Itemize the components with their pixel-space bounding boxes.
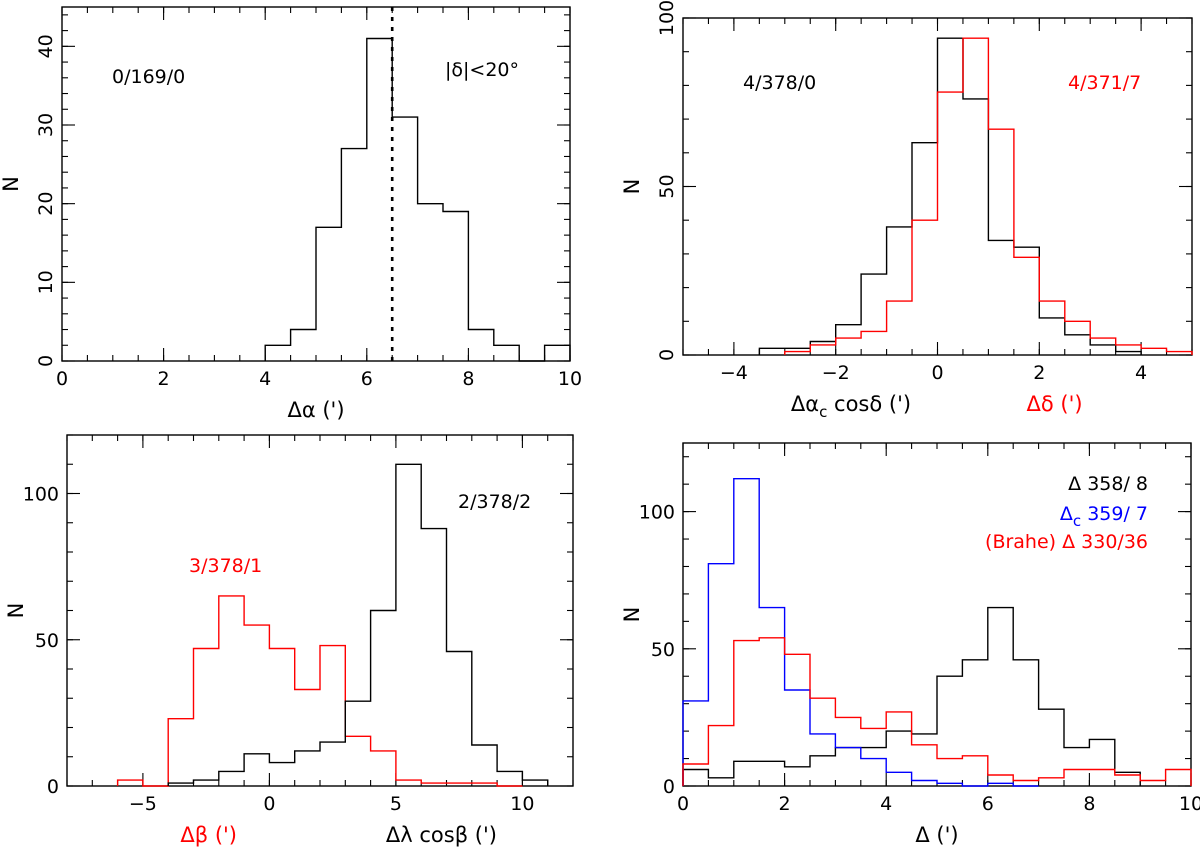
x-tick-label: 2 bbox=[158, 368, 170, 390]
x-tick-label: 8 bbox=[462, 368, 474, 390]
x-tick-label: −2 bbox=[822, 362, 850, 384]
y-tick-label: 10 bbox=[35, 270, 57, 294]
y-tick-label: 50 bbox=[35, 630, 59, 652]
y-tick-label: 100 bbox=[656, 0, 678, 36]
x-tick-label: −5 bbox=[129, 793, 157, 815]
x-tick-label: −4 bbox=[720, 362, 748, 384]
annotation-label: 4/378/0 bbox=[743, 72, 816, 94]
annotation-label: 0/169/0 bbox=[112, 66, 185, 88]
y-tick-label: 50 bbox=[651, 639, 675, 661]
legend-entry: Δc 359/ 7 bbox=[1060, 503, 1148, 530]
x-tick-label: 4 bbox=[259, 368, 271, 390]
histogram-series-2 bbox=[682, 478, 1039, 787]
x-axis-label-sub: c bbox=[819, 403, 827, 421]
x-tick-label: 2 bbox=[779, 793, 791, 815]
histogram-series-2 bbox=[167, 463, 549, 786]
histogram-series-1 bbox=[116, 595, 523, 787]
y-axis-label: N bbox=[0, 176, 23, 192]
x-axis-label: Δ (') bbox=[915, 823, 958, 847]
y-tick-label: 30 bbox=[35, 113, 57, 137]
annotation-label: 2/378/2 bbox=[458, 491, 531, 513]
y-tick-label: 0 bbox=[663, 776, 675, 798]
x-tick-label: 5 bbox=[390, 793, 402, 815]
y-axis-label: N bbox=[620, 607, 644, 623]
panel-1: 0 2 4 6 8 10 0 10 20 30 40 N Δα (') 0/169/0 |δ|<20° bbox=[0, 6, 582, 422]
x-tick-label: 6 bbox=[361, 368, 373, 390]
plot-frame bbox=[66, 434, 574, 787]
x-tick-label: 6 bbox=[982, 793, 994, 815]
histogram-series-1 bbox=[264, 37, 571, 362]
x-tick-label: 2 bbox=[1033, 362, 1045, 384]
y-tick-label: 0 bbox=[35, 355, 57, 367]
y-tick-label: 100 bbox=[639, 502, 675, 524]
y-tick-label: 40 bbox=[35, 34, 57, 58]
x-tick-label: 0 bbox=[56, 368, 68, 390]
annotation-label: |δ|<20° bbox=[445, 59, 519, 81]
histogram-series-1 bbox=[682, 606, 1141, 786]
x-tick-label: 4 bbox=[1135, 362, 1147, 384]
histogram-series-3 bbox=[682, 637, 1192, 786]
x-axis-label: Δδ (') bbox=[1027, 392, 1083, 416]
y-axis-label: N bbox=[620, 179, 644, 195]
x-axis-label: Δα (') bbox=[287, 398, 344, 422]
y-tick-label: 20 bbox=[35, 192, 57, 216]
legend-entry: Δ 358/ 8 bbox=[1068, 473, 1148, 495]
y-tick-label: 0 bbox=[656, 349, 678, 361]
x-tick-label: 0 bbox=[263, 793, 275, 815]
y-tick-label: 50 bbox=[656, 174, 678, 198]
legend-value: 359/ 7 bbox=[1081, 503, 1148, 525]
x-axis-label: Δλ cosβ (') bbox=[386, 823, 497, 847]
x-axis-label-part: Δα bbox=[791, 392, 819, 416]
x-axis-label: Δβ (') bbox=[180, 823, 237, 847]
y-axis-label: N bbox=[4, 603, 28, 619]
x-tick-label: 0 bbox=[677, 793, 689, 815]
legend-symbol: Δ bbox=[1060, 503, 1073, 525]
x-tick-label: 10 bbox=[510, 793, 534, 815]
y-tick-label: 100 bbox=[23, 484, 59, 506]
histogram-series-2 bbox=[784, 37, 1193, 355]
x-tick-label: 4 bbox=[880, 793, 892, 815]
x-axis-label-part: cosδ (') bbox=[827, 392, 911, 416]
panel-2: −4 −2 0 2 4 0 50 100 N Δαc cosδ (') Δδ (') 4/378/0 4… bbox=[620, 0, 1193, 421]
x-tick-label: 8 bbox=[1083, 793, 1095, 815]
annotation-label: 4/371/7 bbox=[1068, 72, 1141, 94]
x-tick-label: 0 bbox=[931, 362, 943, 384]
annotation-label: 3/378/1 bbox=[189, 555, 262, 577]
x-tick-label: 10 bbox=[558, 368, 582, 390]
x-axis-label: Δαc cosδ (') bbox=[791, 392, 911, 421]
x-tick-label: 10 bbox=[1179, 793, 1200, 815]
legend-entry: (Brahe) Δ 330/36 bbox=[985, 531, 1148, 553]
y-tick-label: 0 bbox=[47, 776, 59, 798]
legend-sub: c bbox=[1073, 512, 1081, 530]
